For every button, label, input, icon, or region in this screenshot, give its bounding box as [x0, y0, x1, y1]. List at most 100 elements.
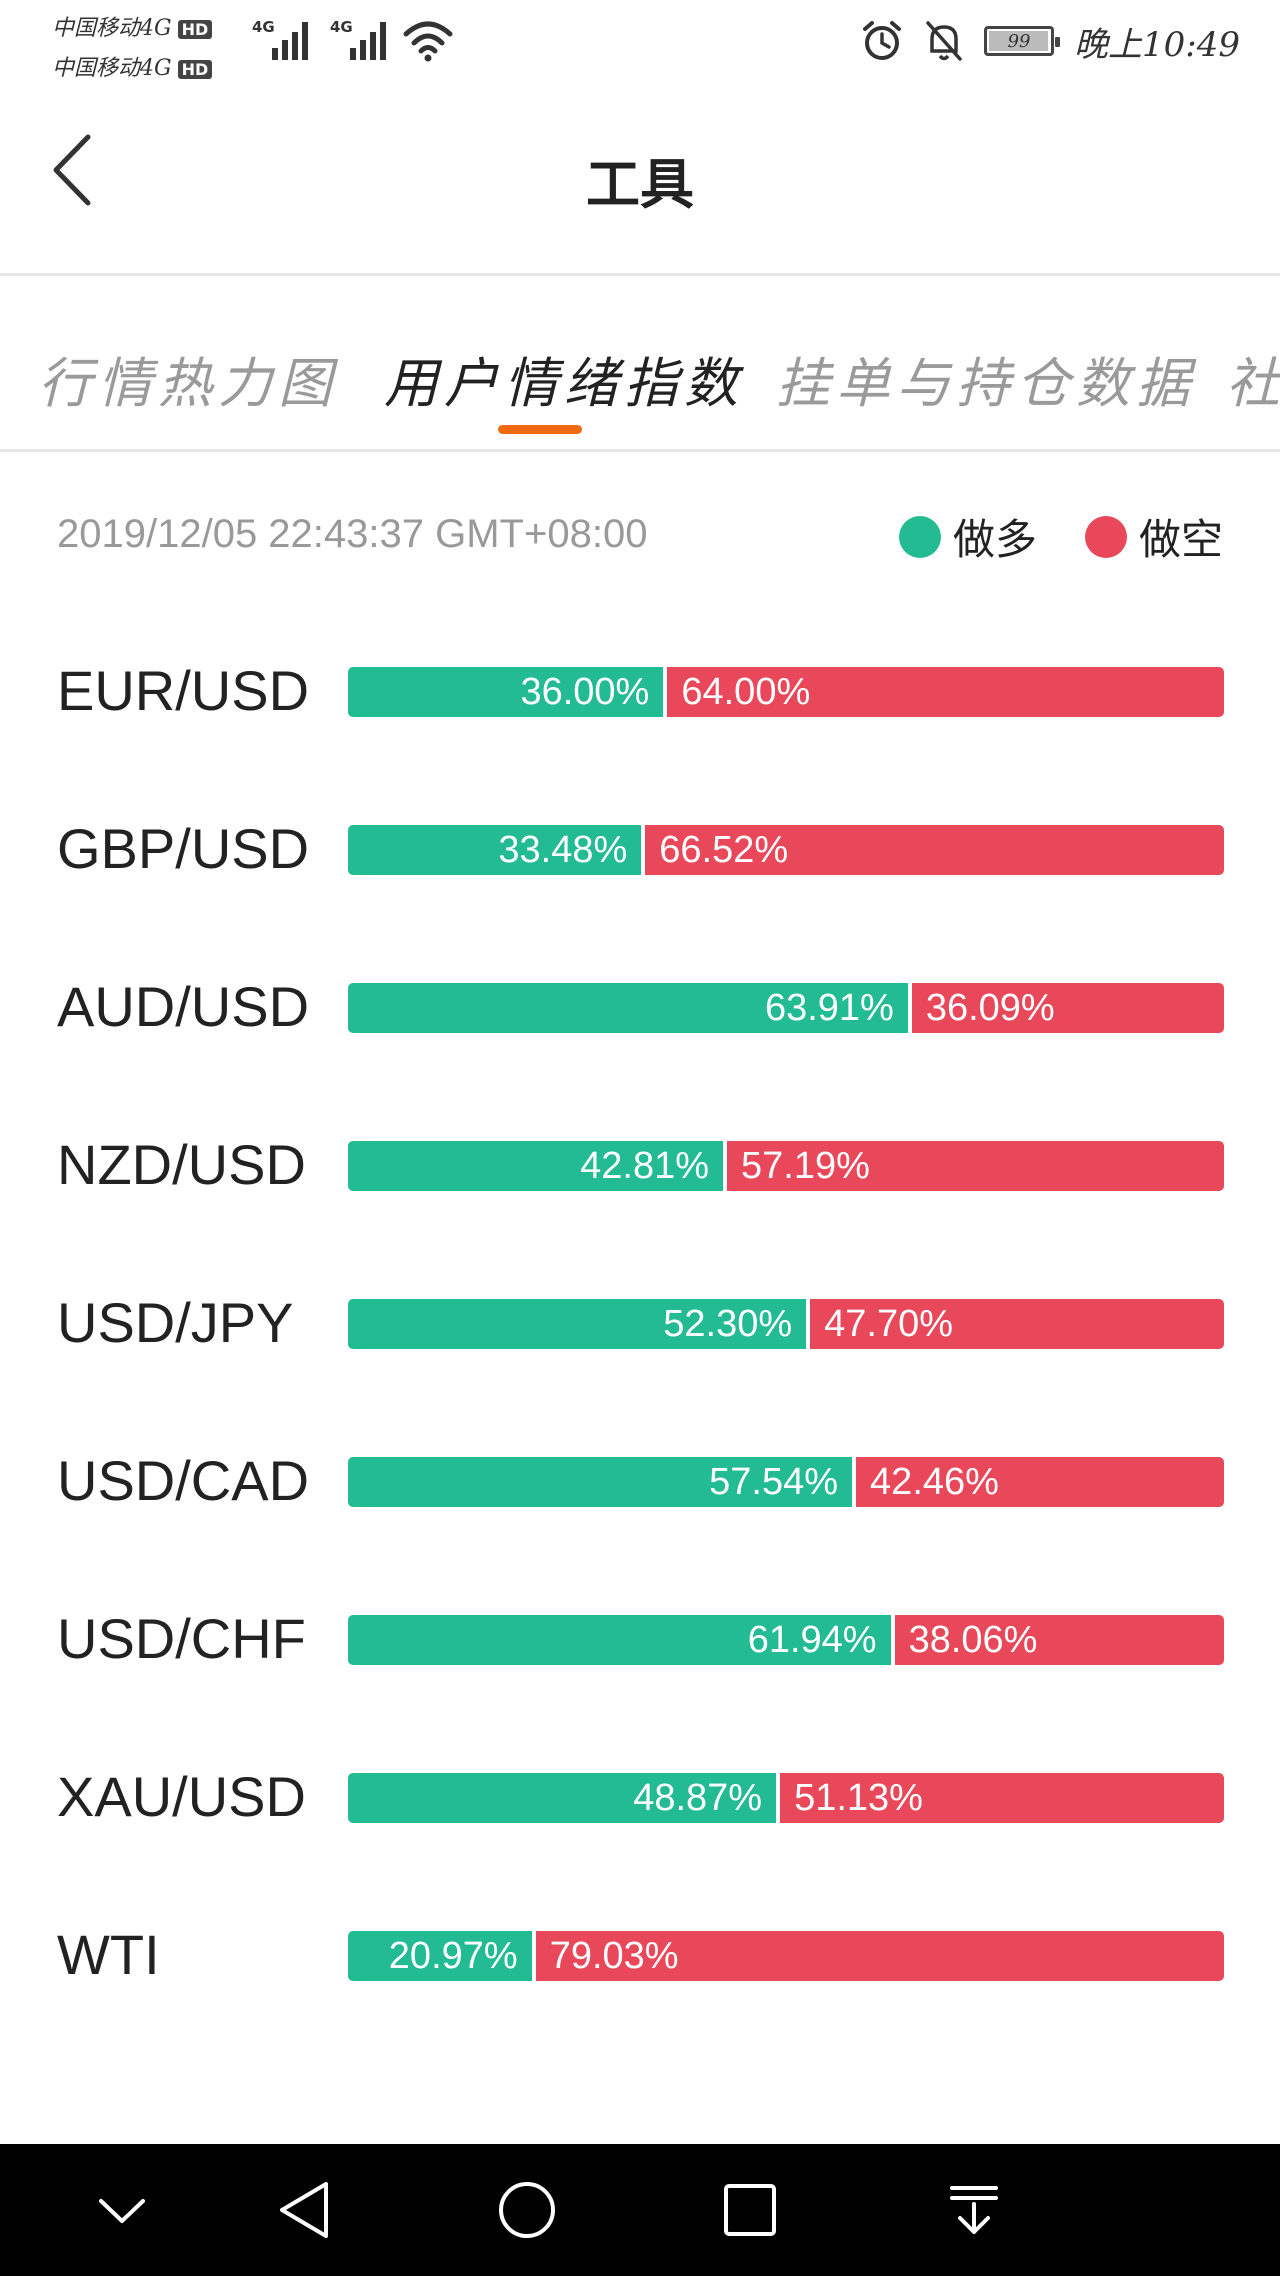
hd-badge-1: HD [177, 19, 213, 39]
network-type-2: 4G [330, 18, 353, 36]
long-percentage-segment: 20.97% [348, 1931, 532, 1981]
collapse-button[interactable] [82, 2170, 162, 2250]
sentiment-bar: 42.81% 57.19% [348, 1141, 1224, 1191]
long-percentage-segment: 61.94% [348, 1615, 891, 1665]
page-title: 工具 [586, 152, 694, 216]
legend-long-label: 做多 [952, 516, 1037, 563]
status-bar: 中国移动4G HD 中国移动4G HD 4G 4G [0, 0, 1280, 90]
sentiment-bar: 33.48% 66.52% [348, 825, 1224, 875]
carrier-line-1: 中国移动4G HD [52, 10, 213, 42]
sentiment-bar: 36.00% 64.00% [348, 667, 1224, 717]
currency-pair-label: WTI [57, 1923, 160, 1986]
bar-divider [852, 1457, 857, 1507]
battery-fill [989, 31, 1049, 51]
header: 工具 [0, 90, 1280, 276]
tab-community[interactable]: 社 [1226, 352, 1280, 415]
nav-home-button[interactable] [487, 2170, 567, 2250]
tab-heatmap[interactable]: 行情热力图 [38, 352, 338, 415]
battery-level: 99 [1007, 30, 1031, 52]
currency-pair-label: XAU/USD [57, 1765, 306, 1828]
legend-short: 做空 [1084, 506, 1223, 567]
sentiment-bar: 20.97% 79.03% [348, 1931, 1224, 1981]
bar-divider [907, 983, 912, 1033]
sentiment-bar: 57.54% 42.46% [348, 1457, 1224, 1507]
network-type-1: 4G [252, 18, 275, 36]
chevron-down-icon [99, 2199, 145, 2223]
tab-orders-positions[interactable]: 挂单与持仓数据 [776, 352, 1196, 415]
alarm-icon [860, 19, 904, 63]
short-percentage-segment: 47.70% [810, 1299, 1224, 1349]
carrier-name-1: 中国移动4G [52, 16, 172, 41]
signal-icon-1: 4G [252, 18, 314, 60]
long-percentage-segment: 36.00% [348, 667, 664, 717]
sentiment-row: EUR/USD 36.00% 64.00% [0, 600, 1280, 758]
clock: 晚上10:49 [1074, 24, 1240, 65]
long-percentage-segment: 52.30% [348, 1299, 807, 1349]
carrier-line-2: 中国移动4G HD [52, 50, 213, 82]
sentiment-bar: 52.30% 47.70% [348, 1299, 1224, 1349]
hd-badge-2: HD [177, 59, 213, 79]
bar-divider [890, 1615, 895, 1665]
tab-sentiment-index[interactable]: 用户情绪指数 [384, 352, 744, 415]
sentiment-row: AUD/USD 63.91% 36.09% [0, 916, 1280, 1074]
legend: 做多 做空 [898, 506, 1223, 567]
sentiment-row: USD/JPY 52.30% 47.70% [0, 1232, 1280, 1390]
mute-bell-icon [924, 19, 964, 63]
sentiment-row: USD/CHF 61.94% 38.06% [0, 1548, 1280, 1706]
short-percentage-segment: 57.19% [727, 1141, 1224, 1191]
legend-long-dot [898, 515, 941, 558]
sentiment-row: USD/CAD 57.54% 42.46% [0, 1390, 1280, 1548]
short-percentage-segment: 66.52% [645, 825, 1224, 875]
notification-pull-icon [950, 2186, 998, 2234]
bar-divider [531, 1931, 536, 1981]
bar-divider [641, 825, 646, 875]
currency-pair-label: GBP/USD [57, 817, 310, 880]
short-percentage-segment: 79.03% [535, 1931, 1224, 1981]
recents-square-icon [724, 2184, 776, 2236]
nav-recents-button[interactable] [710, 2170, 790, 2250]
currency-pair-label: AUD/USD [57, 975, 310, 1038]
bar-divider [723, 1141, 728, 1191]
back-triangle-icon [280, 2182, 328, 2238]
currency-pair-label: NZD/USD [57, 1133, 306, 1196]
update-timestamp: 2019/12/05 22:43:37 GMT+08:00 [57, 512, 648, 556]
sentiment-row: WTI 20.97% 79.03% [0, 1864, 1280, 2022]
back-button[interactable] [50, 130, 130, 210]
sentiment-list: EUR/USD 36.00% 64.00% GBP/USD 33.48% 66.52% AU… [0, 600, 1280, 2022]
long-percentage-segment: 33.48% [348, 825, 642, 875]
currency-pair-label: USD/CHF [57, 1607, 306, 1670]
bar-divider [776, 1773, 781, 1823]
short-percentage-segment: 42.46% [856, 1457, 1224, 1507]
tab-bar: 行情热力图 用户情绪指数 挂单与持仓数据 社 [0, 279, 1280, 452]
bar-divider [806, 1299, 811, 1349]
long-percentage-segment: 57.54% [348, 1457, 853, 1507]
long-percentage-segment: 42.81% [348, 1141, 724, 1191]
carrier-name-2: 中国移动4G [52, 56, 172, 81]
sentiment-row: NZD/USD 42.81% 57.19% [0, 1074, 1280, 1232]
signal-icon-2: 4G [330, 18, 392, 60]
sentiment-bar: 61.94% 38.06% [348, 1615, 1224, 1665]
short-percentage-segment: 51.13% [780, 1773, 1224, 1823]
sentiment-bar: 48.87% 51.13% [348, 1773, 1224, 1823]
status-right: 99 晚上10:49 [860, 16, 1240, 66]
currency-pair-label: USD/CAD [57, 1449, 310, 1512]
bar-divider [663, 667, 668, 717]
active-tab-indicator [498, 425, 582, 434]
sentiment-row: XAU/USD 48.87% 51.13% [0, 1706, 1280, 1864]
nav-back-button[interactable] [264, 2170, 344, 2250]
sentiment-row: GBP/USD 33.48% 66.52% [0, 758, 1280, 916]
wifi-icon [402, 18, 454, 62]
currency-pair-label: EUR/USD [57, 659, 310, 722]
short-percentage-segment: 36.09% [911, 983, 1224, 1033]
legend-short-dot [1084, 515, 1127, 558]
nav-notifications-button[interactable] [934, 2170, 1014, 2250]
sentiment-bar: 63.91% 36.09% [348, 983, 1224, 1033]
legend-short-label: 做空 [1138, 516, 1223, 563]
navigation-bar [0, 2144, 1280, 2276]
chevron-left-icon [53, 134, 91, 206]
long-percentage-segment: 48.87% [348, 1773, 777, 1823]
home-circle-icon [499, 2182, 555, 2238]
short-percentage-segment: 64.00% [667, 667, 1224, 717]
currency-pair-label: USD/JPY [57, 1291, 294, 1354]
long-percentage-segment: 63.91% [348, 983, 908, 1033]
